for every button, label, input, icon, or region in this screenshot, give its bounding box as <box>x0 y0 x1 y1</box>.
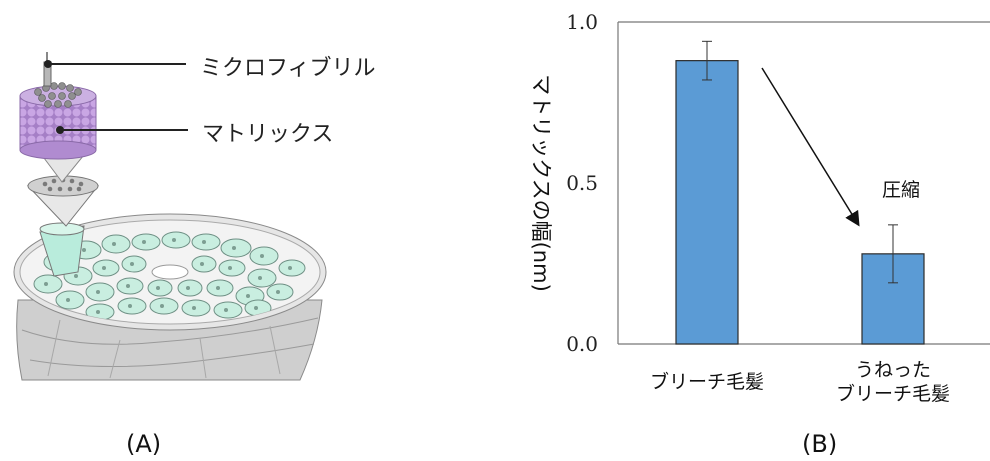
cell-nucleus <box>130 262 134 266</box>
cell-nucleus <box>254 306 258 310</box>
cell-nucleus <box>156 286 160 290</box>
panel-b-label: (B) <box>802 430 838 458</box>
cell-nucleus <box>142 240 146 244</box>
callout-matrix: マトリックス <box>202 122 334 147</box>
y-tick-label: 1.0 <box>566 10 598 34</box>
cell-nucleus <box>202 240 206 244</box>
compression-arrow <box>761 67 860 227</box>
cell-nucleus <box>216 286 220 290</box>
cell-nucleus <box>192 306 196 310</box>
y-tick-labels: 0.0 0.5 1.0 <box>566 10 598 356</box>
cell-nucleus <box>246 294 250 298</box>
cell-nucleus <box>102 266 106 270</box>
cell-nucleus <box>128 304 132 308</box>
cell-nucleus <box>186 286 190 290</box>
cell-nucleus <box>126 284 130 288</box>
plot-frame <box>617 21 990 345</box>
cell-nucleus <box>258 276 262 280</box>
bars <box>675 60 925 345</box>
y-tick-label: 0.5 <box>566 171 598 195</box>
macrofibril-cone <box>39 222 85 277</box>
cell-nucleus <box>66 298 70 302</box>
compression-annotation: 圧縮 <box>882 179 920 201</box>
cell-nucleus <box>44 282 48 286</box>
cell-nucleus <box>276 290 280 294</box>
cell-nucleus <box>224 308 228 312</box>
microfibril-bundle <box>34 52 82 108</box>
cell-nucleus <box>200 262 204 266</box>
cell-nucleus <box>96 310 100 314</box>
cell-nucleus <box>160 304 164 308</box>
cell-nucleus <box>112 242 116 246</box>
x-category-label: ブリーチ毛髪 <box>650 370 764 393</box>
cell-nucleus <box>260 254 264 258</box>
cell-nucleus <box>228 266 232 270</box>
cell-nucleus <box>172 238 176 242</box>
error-bars <box>702 40 898 284</box>
callout-microfibril: ミクロフィブリル <box>200 56 376 81</box>
y-tick-label: 0.0 <box>566 332 598 356</box>
cell-nucleus <box>232 246 236 250</box>
panel-a-label: (A) <box>126 430 162 458</box>
hair-structure-illustration <box>13 52 327 381</box>
intermediate-cone <box>26 175 100 227</box>
callout-leaders <box>44 60 188 134</box>
cell-nucleus <box>288 266 292 270</box>
bar <box>675 60 739 345</box>
x-category-label: うねった <box>855 359 931 381</box>
x-category-label: ブリーチ毛髪 <box>836 382 950 405</box>
cell-nucleus <box>74 274 78 278</box>
y-axis-label: マトリックスの幅(nm) <box>529 74 553 292</box>
cell-nucleus <box>96 290 100 294</box>
cell-nucleus <box>82 248 86 252</box>
